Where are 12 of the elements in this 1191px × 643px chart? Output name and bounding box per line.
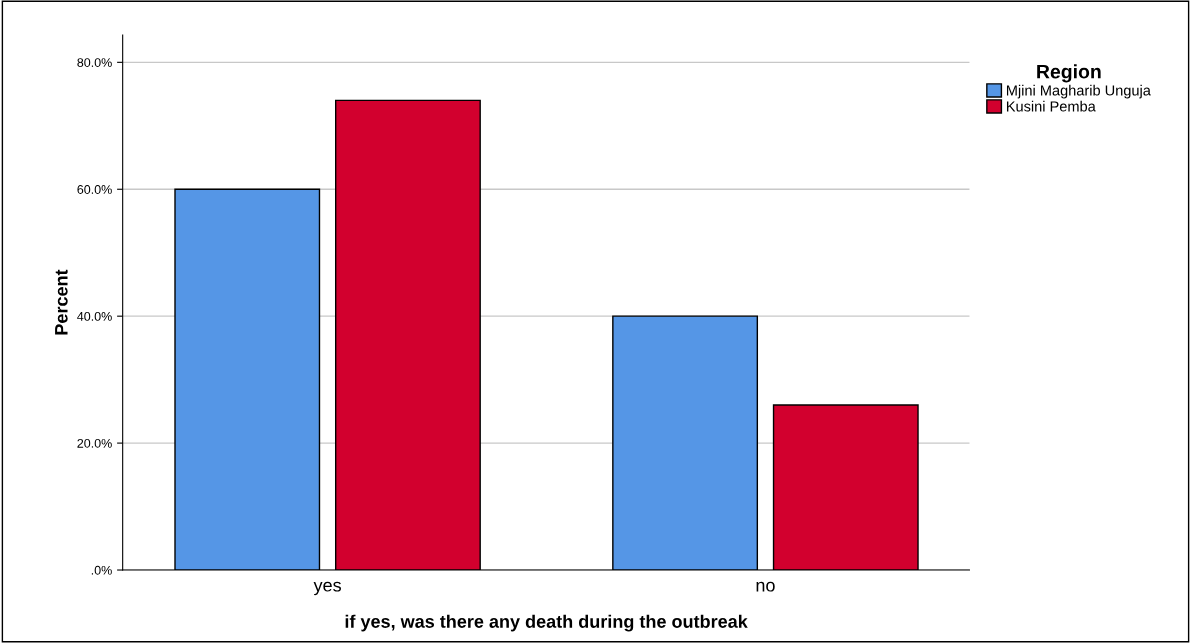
x-tick-label: no <box>756 581 775 592</box>
legend-label: Mjini Magharib Unguja <box>1006 84 1151 99</box>
legend-title: Region <box>1037 64 1101 83</box>
legend-label: Kusini Pemba <box>1006 100 1096 112</box>
y-tick-label: 60.0% <box>77 185 112 194</box>
y-tick-label: 80.0% <box>77 58 112 67</box>
x-axis-title: if yes, was there any death during the outbreak <box>345 614 748 632</box>
y-tick-label: 20.0% <box>77 438 112 448</box>
y-tick-label: .0% <box>91 565 112 575</box>
x-tick-label: yes <box>313 581 341 596</box>
y-axis-title: Percent <box>55 269 68 335</box>
y-tick-label: 40.0% <box>77 311 112 321</box>
